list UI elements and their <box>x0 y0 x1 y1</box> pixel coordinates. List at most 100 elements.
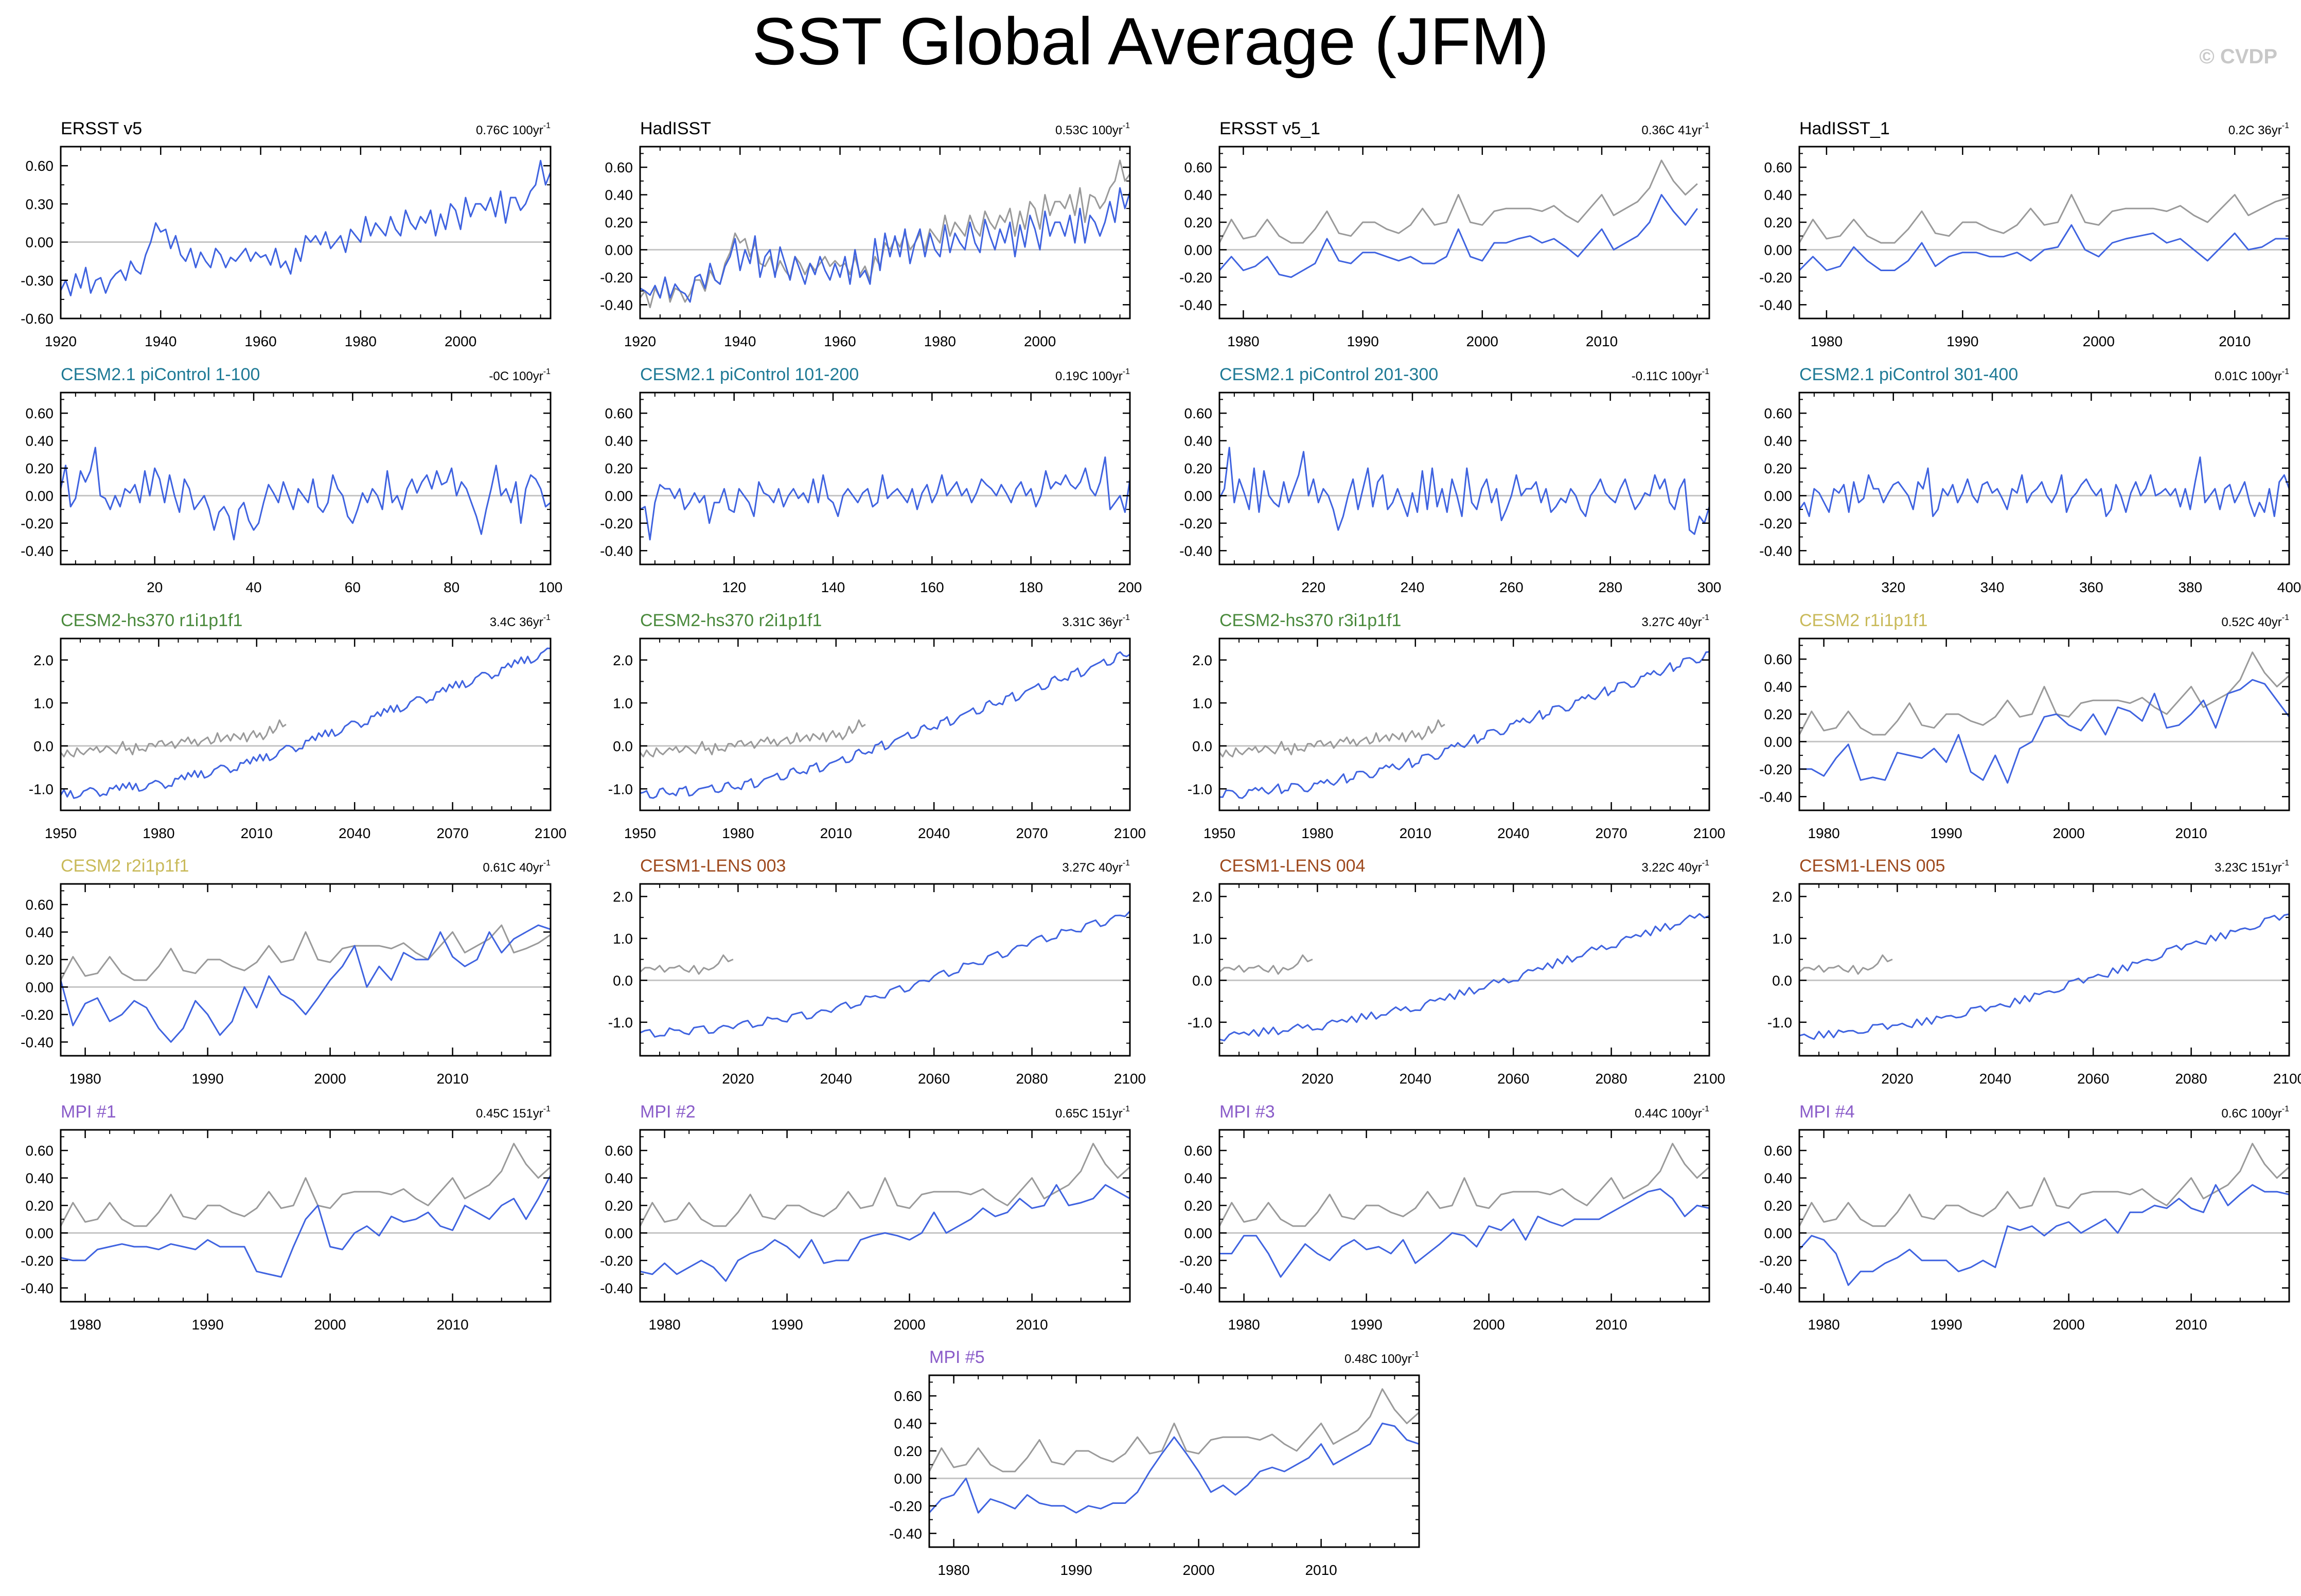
x-tick-label: 1940 <box>145 333 176 349</box>
series-line-obs <box>639 719 866 758</box>
panel-title: CESM1-LENS 005 <box>1799 856 1945 876</box>
y-tick-label: 0.60 <box>1764 159 1793 175</box>
y-tick-label: 0.20 <box>1184 460 1213 476</box>
x-tick-label: 2100 <box>1114 1071 1146 1087</box>
y-tick-label: 0.60 <box>1184 1143 1213 1159</box>
plot-frame <box>928 1374 1420 1548</box>
y-tick-label: 0.00 <box>1764 1225 1793 1241</box>
plot-frame <box>1798 883 2290 1057</box>
panel-cesm2-hs370-r2i1p1f1: CESM2-hs370 r2i1p1f1 3.31C 36yr-1 -1.0 0.0 1… <box>608 611 1146 841</box>
y-tick-label: 2.0 <box>1192 652 1212 668</box>
x-tick-label: 2020 <box>1881 1071 1913 1087</box>
y-tick-label: 0.20 <box>894 1443 923 1459</box>
y-tick-label: -0.20 <box>600 270 633 286</box>
y-tick-label: -0.20 <box>889 1498 922 1514</box>
x-tick-label: 240 <box>1401 579 1425 595</box>
panel-title: MPI #3 <box>1219 1102 1275 1122</box>
panel-mpi-5: MPI #5 0.48C 100yr-1 -0.40 -0.20 0.00 0.20 0.4… <box>889 1347 1420 1578</box>
x-tick-label: 360 <box>2079 579 2103 595</box>
x-tick-label: 1980 <box>1228 1317 1260 1333</box>
x-tick-label: 1980 <box>1811 333 1843 349</box>
trend-exponent: -1 <box>1702 613 1709 622</box>
y-tick-label: 0.40 <box>1764 1171 1793 1186</box>
trend-label: 0.36C 41yr-1 <box>1641 121 1709 137</box>
series-line-obs <box>1219 954 1313 975</box>
y-tick-label: -0.40 <box>1759 297 1792 313</box>
x-tick-label: 2010 <box>1400 825 1431 841</box>
x-tick-label: 1980 <box>345 333 377 349</box>
x-tick-label: 1980 <box>1227 333 1259 349</box>
y-tick-label: -1.0 <box>1767 1015 1792 1031</box>
panel-title: CESM2 r1i1p1f1 <box>1799 611 1927 630</box>
plot-frame <box>639 392 1131 565</box>
x-tick-label: 2080 <box>1016 1071 1048 1087</box>
y-tick-label: -0.40 <box>1179 543 1212 559</box>
y-tick-label: -0.20 <box>21 1007 54 1023</box>
panel-title: CESM2.1 piControl 201-300 <box>1219 365 1438 384</box>
cvdp-watermark: © CVDP <box>2199 45 2277 68</box>
panel-title: CESM2-hs370 r2i1p1f1 <box>640 611 822 630</box>
y-tick-label: 0.40 <box>605 433 633 449</box>
panel-cesm1-lens-005: CESM1-LENS 005 3.23C 151yr-1 -1.0 0.0 1.0 2.0… <box>1767 856 2301 1087</box>
y-tick-label: 0.20 <box>1184 215 1213 230</box>
x-tick-label: 380 <box>2178 579 2202 595</box>
panel-title: CESM1-LENS 004 <box>1219 856 1365 876</box>
y-tick-label: 0.20 <box>1764 706 1793 722</box>
y-tick-label: -1.0 <box>1188 781 1212 797</box>
x-tick-label: 1990 <box>1347 333 1378 349</box>
y-tick-label: -0.20 <box>1759 270 1792 286</box>
y-tick-label: -1.0 <box>1188 1015 1212 1031</box>
y-tick-label: 0.00 <box>894 1470 923 1486</box>
y-tick-label: 0.00 <box>1184 1225 1213 1241</box>
y-tick-label: 0.60 <box>894 1388 923 1404</box>
plot-frame <box>639 146 1131 320</box>
trend-exponent: -1 <box>2282 613 2289 622</box>
x-tick-label: 220 <box>1301 579 1325 595</box>
x-tick-label: 120 <box>722 579 746 595</box>
x-tick-label: 2080 <box>1595 1071 1627 1087</box>
y-tick-label: 0.40 <box>894 1416 923 1432</box>
x-tick-label: 1980 <box>143 825 174 841</box>
plot-frame <box>60 637 552 811</box>
panel-ersst-v5: ERSST v5 0.76C 100yr-1 -0.60 -0.30 0.00 0.30 0… <box>21 119 552 349</box>
panel-mpi-4: MPI #4 0.6C 100yr-1 -0.40 -0.20 0.00 0.20 0.40… <box>1759 1102 2290 1333</box>
x-tick-label: 1990 <box>1060 1562 1092 1578</box>
y-tick-label: 0.20 <box>1764 460 1793 476</box>
x-tick-label: 1990 <box>1930 825 1962 841</box>
y-tick-label: -1.0 <box>608 781 633 797</box>
y-tick-label: -0.40 <box>1179 1280 1212 1296</box>
plot-frame <box>60 392 552 565</box>
trend-label: 0.52C 40yr-1 <box>2221 613 2289 629</box>
trend-label: 0.6C 100yr-1 <box>2221 1105 2289 1121</box>
trend-exponent: -1 <box>2282 121 2289 130</box>
trend-label: 0.76C 100yr-1 <box>476 121 551 137</box>
x-tick-label: 280 <box>1598 579 1622 595</box>
panel-hadisst-1: HadISST_1 0.2C 36yr-1 -0.40 -0.20 0.00 0.20 0.… <box>1759 119 2290 349</box>
x-tick-label: 2100 <box>2273 1071 2301 1087</box>
x-tick-label: 1990 <box>1930 1317 1962 1333</box>
y-tick-label: 0.40 <box>1764 433 1793 449</box>
trend-label: 3.22C 40yr-1 <box>1641 859 1709 875</box>
x-tick-label: 1980 <box>1301 825 1333 841</box>
x-tick-label: 180 <box>1019 579 1043 595</box>
y-tick-label: 1.0 <box>613 695 633 711</box>
y-tick-label: 0.00 <box>1764 734 1793 750</box>
y-tick-label: 0.20 <box>605 1198 633 1214</box>
y-tick-label: -0.20 <box>1179 270 1212 286</box>
x-tick-label: 2000 <box>445 333 476 349</box>
x-tick-label: 2000 <box>314 1317 346 1333</box>
x-tick-label: 1980 <box>648 1317 680 1333</box>
y-tick-label: 0.40 <box>26 1171 54 1186</box>
plot-frame <box>639 883 1131 1057</box>
x-tick-label: 2000 <box>1182 1562 1214 1578</box>
plot-frame <box>1218 392 1710 565</box>
x-tick-label: 160 <box>920 579 944 595</box>
trend-label: -0.11C 100yr-1 <box>1632 367 1709 383</box>
x-tick-label: 200 <box>1118 579 1142 595</box>
x-tick-label: 1950 <box>45 825 77 841</box>
trend-exponent: -1 <box>1702 1105 1709 1113</box>
trend-label: 3.4C 36yr-1 <box>490 613 551 629</box>
x-tick-label: 2010 <box>2175 1317 2207 1333</box>
x-tick-label: 1960 <box>244 333 276 349</box>
y-tick-label: 0.0 <box>613 972 633 988</box>
